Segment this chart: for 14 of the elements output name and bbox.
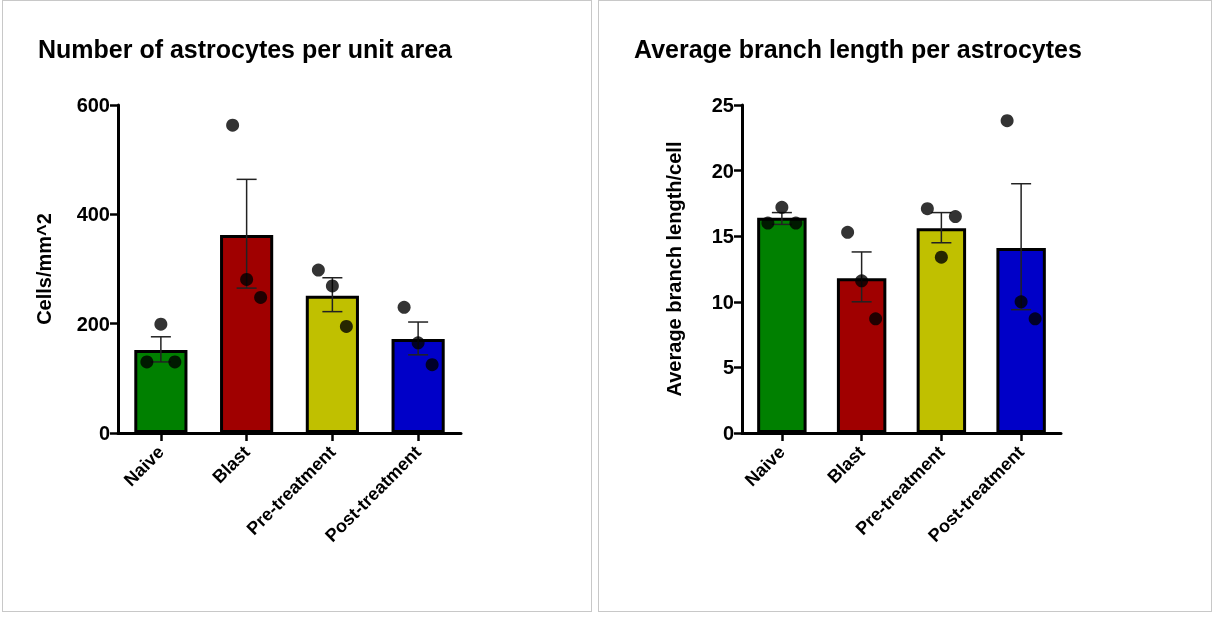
y-axis-title: Average branch length/cell [663,141,685,397]
y-tick-label: 600 [76,94,110,116]
y-tick-label: 0 [98,422,110,444]
y-tick-label: 400 [76,203,110,226]
y-tick-label: 5 [722,356,734,379]
y-tick-label: 200 [76,312,110,335]
y-tick-label: 25 [711,94,734,116]
chart-title: Average branch length per astrocytes [634,34,1082,63]
y-axis-title: Cells/mm^2 [33,213,55,325]
y-tick-label: 20 [711,159,734,182]
chart-title: Number of astrocytes per unit area [38,34,454,63]
y-tick-label: 15 [711,225,734,248]
y-tick-label: 0 [722,422,734,444]
y-tick-label: 10 [711,290,734,313]
